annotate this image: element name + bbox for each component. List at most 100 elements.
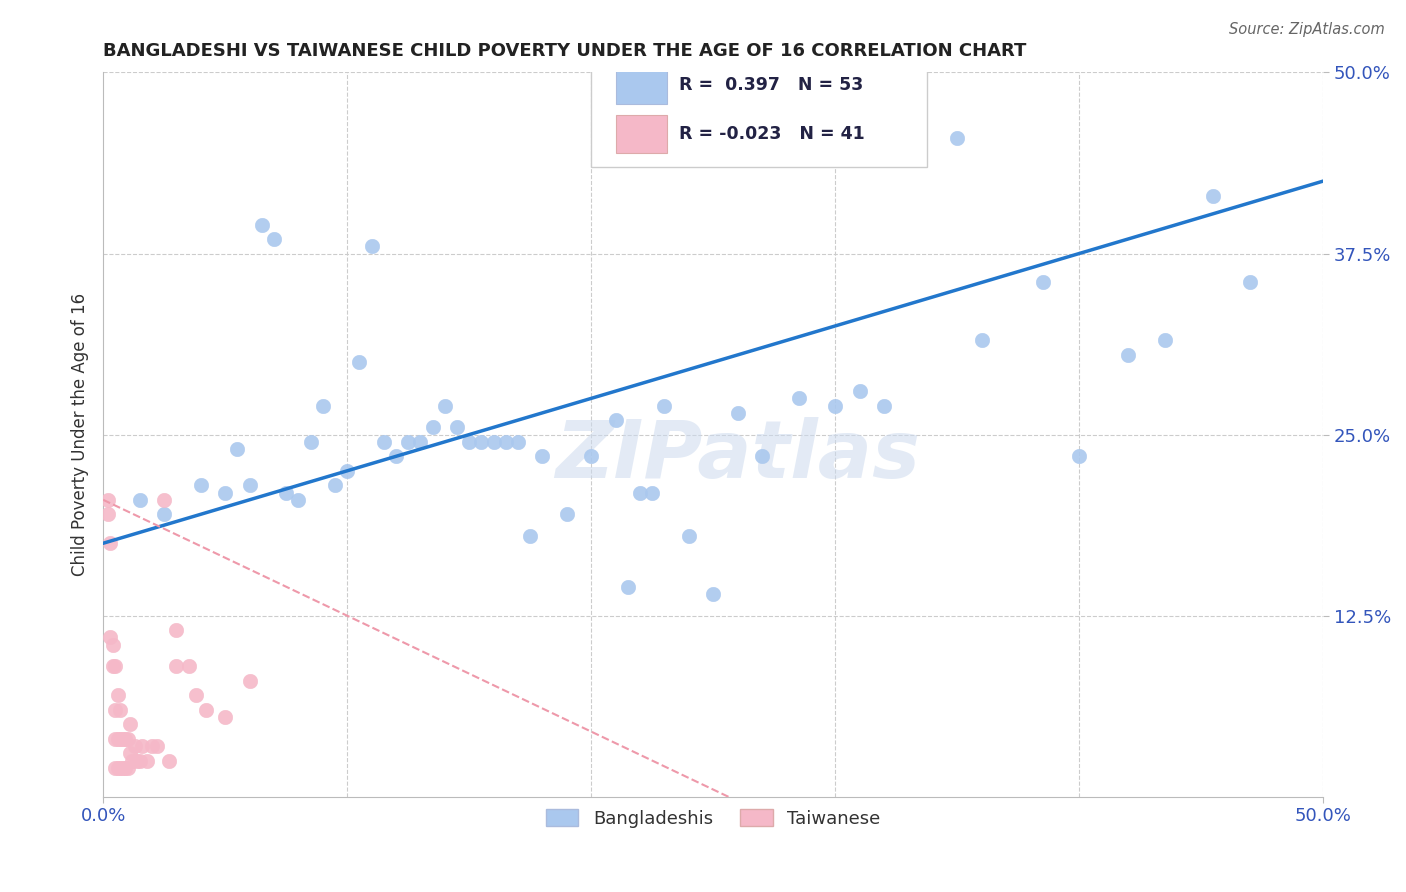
- Point: [396, 434, 419, 449]
- Point: [654, 399, 676, 413]
- Text: R = -0.023   N = 41: R = -0.023 N = 41: [679, 125, 865, 143]
- Point: [104, 731, 127, 746]
- Point: [751, 450, 773, 464]
- Point: [605, 413, 627, 427]
- Point: [349, 355, 371, 369]
- Point: [506, 434, 529, 449]
- Point: [1032, 276, 1054, 290]
- Point: [136, 754, 159, 768]
- Point: [107, 731, 129, 746]
- Point: [628, 485, 651, 500]
- Point: [360, 239, 382, 253]
- Point: [104, 703, 127, 717]
- Point: [336, 464, 359, 478]
- Point: [118, 717, 141, 731]
- Point: [118, 747, 141, 761]
- Point: [641, 485, 664, 500]
- Point: [458, 434, 481, 449]
- Point: [422, 420, 444, 434]
- Point: [101, 659, 124, 673]
- Point: [214, 710, 236, 724]
- Point: [1069, 450, 1091, 464]
- Legend: Bangladeshis, Taiwanese: Bangladeshis, Taiwanese: [538, 802, 887, 835]
- Point: [97, 508, 120, 522]
- Point: [373, 434, 395, 449]
- Point: [531, 450, 554, 464]
- Point: [482, 434, 505, 449]
- Point: [157, 754, 180, 768]
- Point: [238, 673, 260, 688]
- Point: [108, 703, 131, 717]
- Point: [194, 703, 217, 717]
- Text: Source: ZipAtlas.com: Source: ZipAtlas.com: [1229, 22, 1385, 37]
- Point: [177, 659, 200, 673]
- FancyBboxPatch shape: [616, 66, 666, 104]
- Point: [970, 334, 993, 348]
- Point: [141, 739, 163, 753]
- Point: [1116, 348, 1139, 362]
- Point: [108, 761, 131, 775]
- Point: [946, 130, 969, 145]
- Point: [287, 492, 309, 507]
- Point: [128, 754, 150, 768]
- Point: [727, 406, 749, 420]
- Point: [146, 739, 169, 753]
- Text: R =  0.397   N = 53: R = 0.397 N = 53: [679, 76, 863, 94]
- Text: ZIPatlas: ZIPatlas: [555, 417, 920, 495]
- Point: [153, 492, 176, 507]
- Point: [114, 731, 136, 746]
- Point: [104, 761, 127, 775]
- Point: [824, 399, 846, 413]
- Point: [184, 689, 207, 703]
- Point: [107, 689, 129, 703]
- Point: [385, 450, 408, 464]
- Point: [409, 434, 432, 449]
- Point: [1153, 334, 1175, 348]
- FancyBboxPatch shape: [591, 54, 927, 167]
- Point: [104, 659, 127, 673]
- Point: [127, 754, 149, 768]
- Point: [153, 508, 176, 522]
- Point: [323, 478, 346, 492]
- Point: [114, 761, 136, 775]
- Text: BANGLADESHI VS TAIWANESE CHILD POVERTY UNDER THE AGE OF 16 CORRELATION CHART: BANGLADESHI VS TAIWANESE CHILD POVERTY U…: [103, 42, 1026, 60]
- Point: [678, 529, 700, 543]
- Point: [165, 659, 187, 673]
- Point: [519, 529, 541, 543]
- Point: [214, 485, 236, 500]
- Point: [226, 442, 249, 456]
- Point: [250, 218, 273, 232]
- Point: [263, 232, 285, 246]
- Point: [1202, 188, 1225, 202]
- Point: [190, 478, 212, 492]
- Point: [787, 392, 810, 406]
- Point: [433, 399, 456, 413]
- Point: [111, 761, 134, 775]
- Point: [702, 587, 724, 601]
- Point: [873, 399, 896, 413]
- Point: [107, 761, 129, 775]
- Point: [111, 731, 134, 746]
- Point: [128, 492, 150, 507]
- Point: [165, 623, 187, 637]
- Y-axis label: Child Poverty Under the Age of 16: Child Poverty Under the Age of 16: [72, 293, 89, 576]
- Point: [100, 536, 122, 550]
- Point: [238, 478, 260, 492]
- Point: [579, 450, 602, 464]
- Point: [616, 580, 638, 594]
- Point: [312, 399, 335, 413]
- Point: [108, 731, 131, 746]
- Point: [470, 434, 492, 449]
- Point: [555, 508, 578, 522]
- Point: [100, 631, 122, 645]
- Point: [1239, 276, 1261, 290]
- Point: [299, 434, 322, 449]
- Point: [446, 420, 468, 434]
- Point: [495, 434, 517, 449]
- Point: [121, 754, 143, 768]
- Point: [117, 761, 139, 775]
- Point: [131, 739, 153, 753]
- Point: [276, 485, 298, 500]
- Point: [101, 638, 124, 652]
- Point: [848, 384, 870, 399]
